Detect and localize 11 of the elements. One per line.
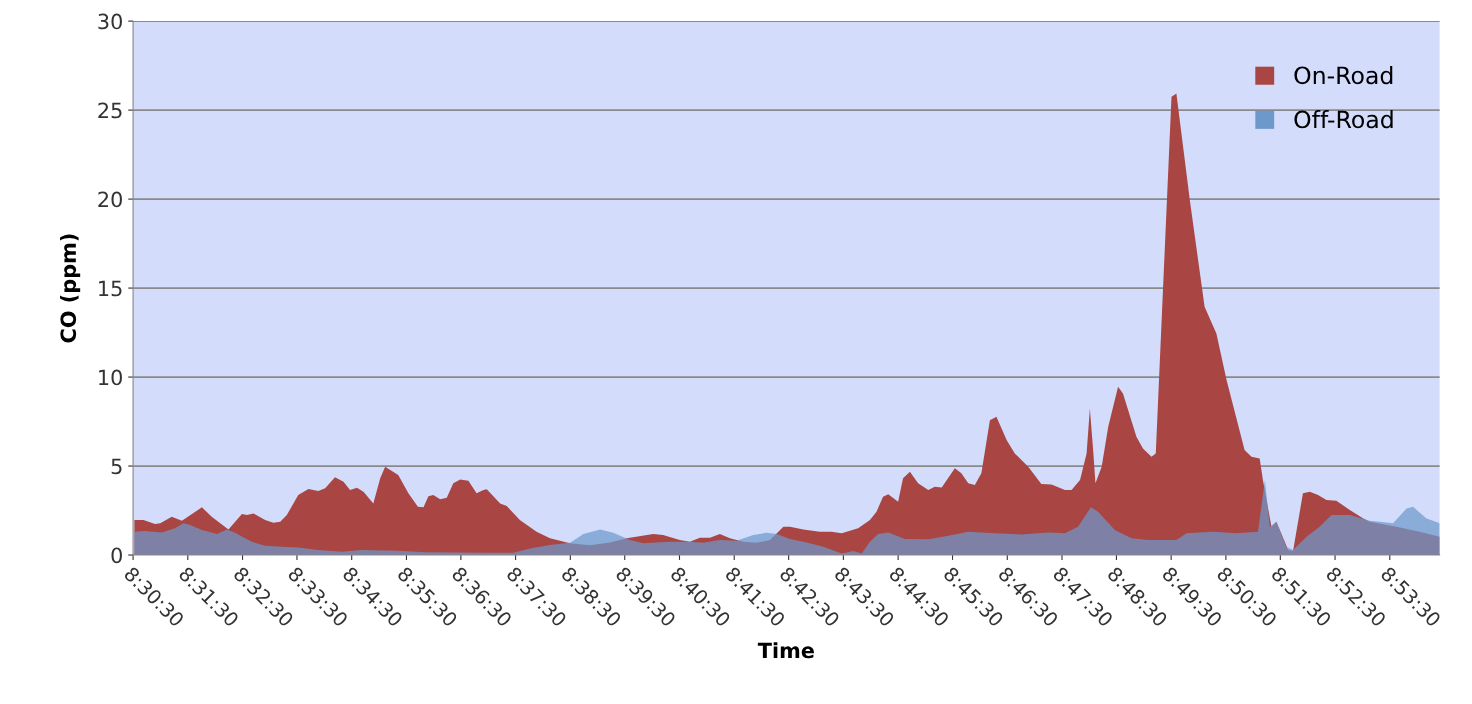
y-tick-label: 5 bbox=[111, 458, 122, 475]
legend-label: On-Road bbox=[1294, 65, 1393, 85]
y-tick-label: 20 bbox=[98, 191, 122, 208]
legend-label: Off-Road bbox=[1294, 110, 1393, 129]
y-tick-label: 15 bbox=[99, 280, 122, 297]
y-tick-label: 25 bbox=[98, 102, 122, 119]
y-tick-label: 10 bbox=[99, 369, 122, 386]
y-tick-label: 0 bbox=[111, 547, 122, 564]
y-axis-title: CO (ppm) bbox=[60, 234, 81, 343]
y-tick-label: 30 bbox=[98, 13, 122, 30]
x-axis-title: Time bbox=[757, 642, 814, 659]
